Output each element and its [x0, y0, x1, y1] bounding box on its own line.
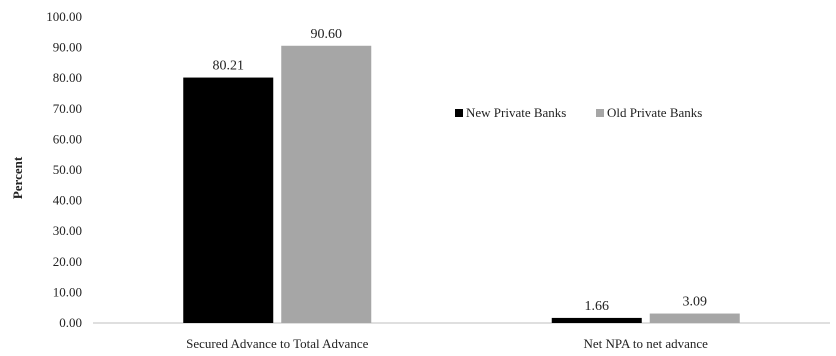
- y-tick-label: 90.00: [53, 40, 82, 55]
- y-tick-label: 30.00: [53, 223, 82, 238]
- y-tick-label: 70.00: [53, 101, 82, 116]
- y-tick-label: 0.00: [59, 315, 82, 330]
- data-labels: 80.21 90.60 1.66 3.09: [213, 27, 708, 314]
- bars: [183, 45, 740, 323]
- bar: [649, 313, 740, 323]
- y-tick-label: 40.00: [53, 193, 82, 208]
- y-tick-label: 80.00: [53, 70, 82, 85]
- bar: [183, 77, 274, 323]
- x-axis: Secured Advance to Total Advance Net NPA …: [93, 322, 830, 351]
- y-axis-title-group: Percent: [10, 156, 25, 199]
- data-label: 80.21: [213, 59, 245, 74]
- bar: [551, 317, 642, 323]
- y-axis-title: Percent: [10, 156, 25, 199]
- legend-label: New Private Banks: [466, 105, 566, 120]
- legend-label: Old Private Banks: [607, 105, 702, 120]
- y-tick-label: 60.00: [53, 131, 82, 146]
- legend-swatch: [455, 109, 463, 117]
- y-tick-label: 10.00: [53, 284, 82, 299]
- x-tick-label: Secured Advance to Total Advance: [186, 336, 368, 351]
- y-tick-label: 20.00: [53, 254, 82, 269]
- legend: New Private Banks Old Private Banks: [455, 105, 702, 120]
- data-label: 1.66: [585, 299, 610, 314]
- data-label: 3.09: [683, 295, 708, 310]
- bar: [281, 45, 372, 323]
- y-tick-label: 100.00: [46, 9, 82, 24]
- x-tick-label: Net NPA to net advance: [584, 336, 709, 351]
- legend-swatch: [596, 109, 604, 117]
- data-label: 90.60: [311, 27, 343, 42]
- y-axis: 0.00 10.00 20.00 30.00 40.00 50.00 60.00 70.00 8…: [46, 9, 82, 330]
- y-tick-label: 50.00: [53, 162, 82, 177]
